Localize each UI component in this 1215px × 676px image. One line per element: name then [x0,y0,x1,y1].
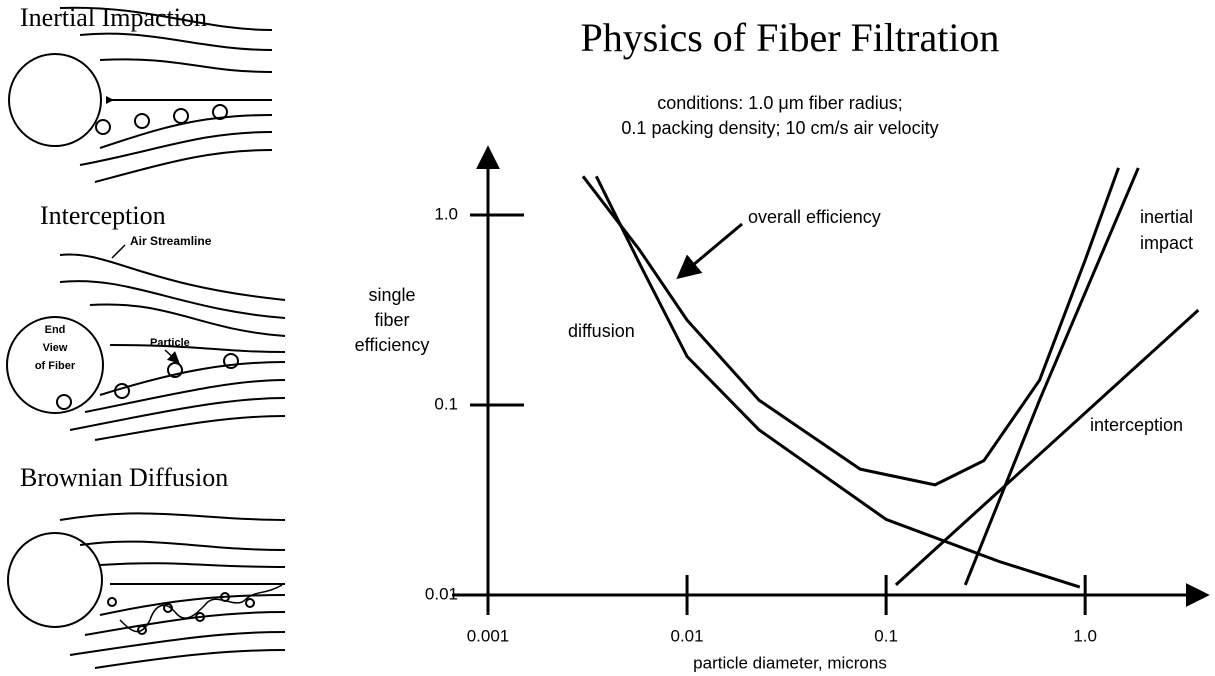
series-line [963,167,1140,586]
series-label: diffusion [568,321,635,341]
y-axis-label: fiber [374,310,409,330]
diagram-title: Interception [40,201,166,230]
series-label: interception [1090,415,1184,435]
x-axis-label: particle diameter, microns [693,653,887,672]
x-tick-label: 1.0 [1073,626,1097,645]
chart-title: Physics of Fiber Filtration [581,15,1000,60]
y-axis-label: single [368,285,415,305]
diffusion-diagram [7,512,286,669]
diagram-label: View [43,342,68,354]
series-line [894,308,1200,587]
interception-diagram [6,244,286,441]
x-tick-label: 0.01 [671,626,704,645]
y-tick-label: 0.01 [425,584,458,603]
diagram-title: Inertial Impaction [20,3,207,32]
x-tick-label: 0.1 [874,626,898,645]
chart-subtitle: 0.1 packing density; 10 cm/s air velocit… [621,118,938,138]
inertial-diagram [8,6,273,183]
diagram-label: Particle [150,337,190,349]
series-line [581,167,1120,487]
series-label: inertial impact [1140,207,1194,253]
diagram-label: of Fiber [35,360,76,372]
chart-subtitle: conditions: 1.0 μm fiber radius; [657,93,903,113]
x-tick-label: 0.001 [467,626,510,645]
diagram-title: Brownian Diffusion [20,463,228,492]
diagram-label: End [45,324,66,336]
series-label: overall efficiency [748,207,881,227]
y-tick-label: 0.1 [434,395,458,414]
annotation-arrow [676,222,743,280]
diagram-label: Air Streamline [130,234,212,248]
y-axis-label: efficiency [355,335,430,355]
y-tick-label: 1.0 [434,205,458,224]
series-line [594,175,1081,589]
